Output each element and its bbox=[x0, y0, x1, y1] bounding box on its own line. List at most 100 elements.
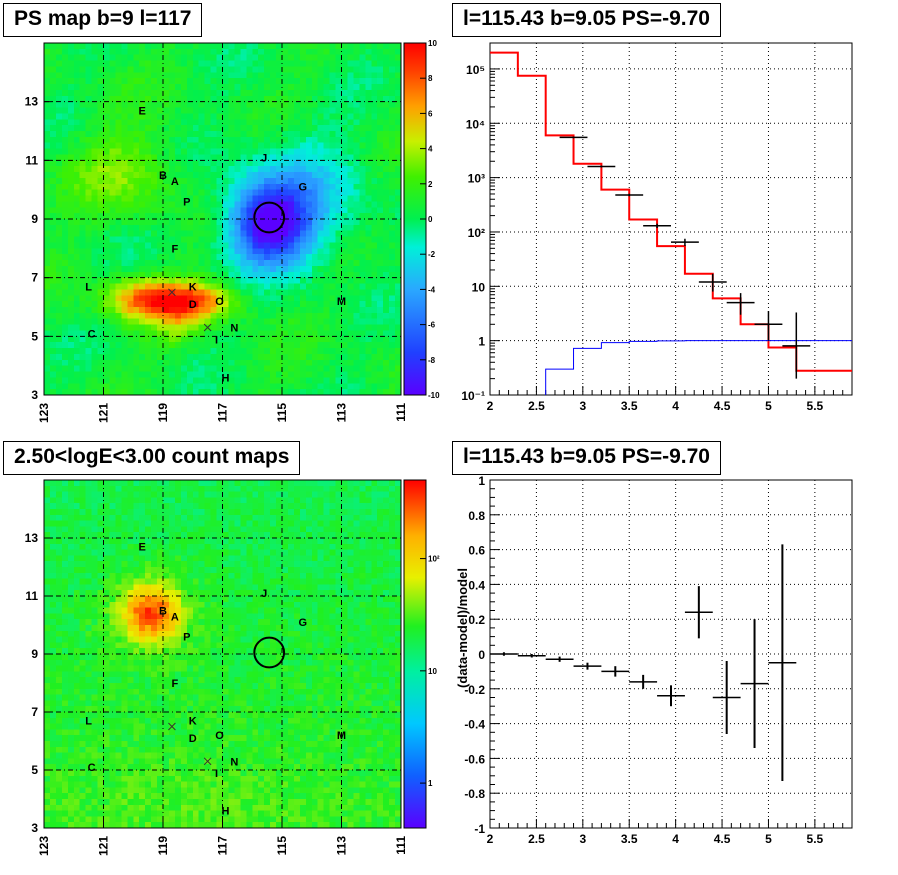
count-map-pixel bbox=[44, 787, 51, 794]
ps-map-pixel bbox=[79, 207, 87, 214]
ps-map-pixel bbox=[299, 48, 307, 56]
ps-map-pixel bbox=[133, 224, 140, 232]
count-map-pixel bbox=[151, 543, 158, 551]
ps-map-pixel bbox=[103, 183, 111, 191]
ps-map-pixel bbox=[353, 224, 360, 232]
ps-map-pixel bbox=[198, 336, 206, 343]
ps-map-pixel bbox=[323, 336, 331, 343]
ps-map-pixel bbox=[264, 389, 271, 396]
ps-map-x-tick-label: 123 bbox=[37, 403, 51, 423]
count-map-pixel bbox=[49, 613, 57, 620]
ps-map-pixel bbox=[228, 318, 235, 326]
ps-map-pixel bbox=[353, 43, 360, 50]
ps-map-pixel bbox=[174, 72, 182, 79]
ps-map-pixel bbox=[174, 60, 182, 68]
ps-map-pixel bbox=[139, 230, 146, 238]
ps-map-pixel bbox=[365, 213, 372, 220]
ps-map-pixel bbox=[353, 295, 360, 302]
ps-map-pixel bbox=[377, 189, 384, 197]
ps-map-pixel bbox=[204, 301, 212, 308]
ps-map-pixel bbox=[335, 295, 343, 302]
ps-map-pixel bbox=[145, 148, 152, 156]
count-map-pixel bbox=[61, 607, 69, 614]
ps-map-pixel bbox=[299, 95, 307, 103]
count-map-pixel bbox=[139, 677, 146, 684]
ps-map-pixel bbox=[85, 213, 93, 220]
ps-map-pixel bbox=[264, 166, 271, 173]
ps-map-pixel bbox=[168, 154, 176, 161]
ps-map-pixel bbox=[79, 177, 87, 185]
count-map-pixel bbox=[67, 578, 75, 585]
ps-map-pixel bbox=[293, 172, 301, 179]
ps-map-pixel bbox=[234, 119, 241, 126]
ps-map-pixel bbox=[133, 242, 140, 249]
ps-map-pixel bbox=[270, 260, 277, 267]
ps-map-pixel bbox=[395, 336, 402, 343]
ps-map-pixel bbox=[91, 389, 99, 396]
count-map-pixel bbox=[97, 503, 105, 510]
ps-map-pixel bbox=[216, 148, 224, 156]
ps-map-pixel bbox=[246, 371, 253, 378]
ps-map-pixel bbox=[145, 359, 152, 367]
ps-map-pixel bbox=[258, 312, 265, 320]
ps-map-pixel bbox=[127, 60, 134, 68]
ps-map-pixel bbox=[276, 301, 283, 308]
count-map-pixel bbox=[139, 630, 146, 638]
ps-map-pixel bbox=[234, 224, 241, 232]
count-map-pixel bbox=[103, 613, 111, 620]
ps-map-pixel bbox=[85, 318, 93, 326]
ps-map-pixel bbox=[222, 383, 230, 390]
ps-map-pixel bbox=[335, 336, 343, 343]
ps-map-pixel bbox=[240, 248, 247, 255]
ps-map-pixel bbox=[55, 277, 63, 285]
ps-map-pixel bbox=[365, 248, 372, 255]
ps-map-pixel bbox=[91, 183, 99, 191]
ps-map-pixel bbox=[246, 277, 253, 285]
count-map-pixel bbox=[139, 700, 146, 707]
ps-map-pixel bbox=[186, 353, 194, 361]
ps-map-pixel bbox=[139, 289, 146, 296]
ps-map-pixel bbox=[347, 271, 354, 279]
count-map-pixel bbox=[139, 613, 146, 620]
ps-map-pixel bbox=[174, 283, 182, 290]
count-map-pixel bbox=[67, 572, 75, 580]
ps-map-pixel bbox=[317, 89, 325, 97]
count-map-pixel bbox=[157, 549, 164, 556]
count-map-pixel bbox=[157, 578, 164, 585]
count-map-pixel bbox=[133, 514, 140, 522]
count-map-pixel bbox=[55, 630, 63, 638]
count-map-pixel bbox=[79, 764, 87, 771]
ps-map-pixel bbox=[198, 136, 206, 144]
ps-map-pixel bbox=[115, 324, 122, 332]
ps-map-pixel bbox=[67, 160, 75, 167]
count-map-pixel bbox=[139, 822, 146, 829]
ps-map-pixel bbox=[353, 307, 360, 314]
count-map-pixel bbox=[163, 752, 170, 759]
ps-map-pixel bbox=[133, 236, 140, 244]
ps-map-pixel bbox=[49, 377, 57, 384]
ps-map-pixel bbox=[115, 166, 122, 173]
ps-map-pixel bbox=[359, 377, 366, 384]
ps-map-pixel bbox=[145, 107, 152, 114]
ps-map-pixel bbox=[389, 113, 396, 120]
ps-map-pixel bbox=[282, 230, 289, 238]
ps-map-pixel bbox=[109, 301, 116, 308]
ps-map-pixel bbox=[79, 48, 87, 56]
count-map-pixel bbox=[157, 799, 164, 806]
ps-map-pixel bbox=[121, 312, 128, 320]
ps-map-pixel bbox=[204, 66, 212, 73]
count-map-pixel bbox=[67, 775, 75, 783]
count-map-pixel bbox=[168, 480, 176, 487]
count-map-pixel bbox=[97, 480, 105, 487]
ps-map-pixel bbox=[299, 330, 307, 337]
ps-map-pixel bbox=[145, 371, 152, 378]
count-map-pixel bbox=[151, 613, 158, 620]
count-map-pixel bbox=[133, 549, 140, 556]
ps-map-pixel bbox=[192, 365, 200, 373]
ps-map-pixel bbox=[252, 254, 259, 261]
ps-map-pixel bbox=[157, 43, 164, 50]
ps-map-pixel bbox=[139, 89, 146, 97]
ps-map-pixel bbox=[61, 54, 69, 62]
count-map-pixel bbox=[91, 549, 99, 556]
ps-map-pixel bbox=[329, 43, 337, 50]
